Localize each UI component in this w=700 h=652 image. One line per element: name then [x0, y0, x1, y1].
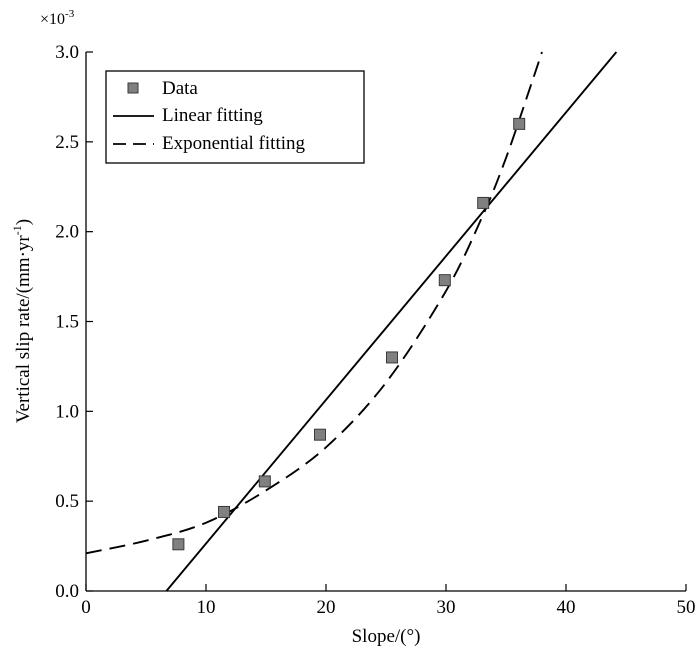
y-tick-label: 3.0	[55, 42, 79, 63]
x-axis-label: Slope/(°)	[352, 626, 421, 647]
y-tick-label: 0.0	[55, 581, 79, 602]
y-tick-label: 0.5	[55, 491, 79, 512]
plot-area	[85, 51, 618, 592]
legend-marker-data	[127, 82, 139, 94]
data-point	[513, 117, 526, 130]
data-point	[218, 505, 230, 518]
y-tick-label: 1.5	[55, 312, 79, 333]
y-tick-label: 1.0	[55, 401, 79, 422]
x-tick-label: 40	[557, 597, 576, 618]
legend-box	[105, 70, 365, 164]
data-point	[477, 196, 490, 209]
x-tick-label: 10	[197, 597, 216, 618]
legend-label-data: Data	[162, 78, 198, 99]
y-axis-label: Vertical slip rate/(mm·yr-1)	[10, 219, 34, 423]
x-tick-label: 50	[677, 597, 696, 618]
y-multiplier-label: ×10-3	[40, 8, 75, 28]
data-point	[172, 538, 185, 551]
ticks: 0 10 20 30 40 50 0.0 0.5 1.0 1.5 2.0 2.5 3.0	[55, 42, 695, 618]
legend: Data Linear fitting Exponential fitting	[105, 70, 365, 164]
legend-label-exponential: Exponential fitting	[162, 133, 306, 154]
x-tick-label: 30	[437, 597, 456, 618]
data-point	[386, 351, 398, 364]
legend-label-linear: Linear fitting	[162, 105, 263, 126]
data-point	[438, 274, 451, 287]
x-tick-label: 20	[317, 597, 336, 618]
y-tick-label: 2.5	[55, 132, 79, 153]
data-point	[258, 475, 271, 488]
linear-fit-line	[165, 51, 618, 592]
data-point	[314, 428, 326, 441]
y-tick-label: 2.0	[55, 222, 79, 243]
x-tick-label: 0	[81, 597, 91, 618]
